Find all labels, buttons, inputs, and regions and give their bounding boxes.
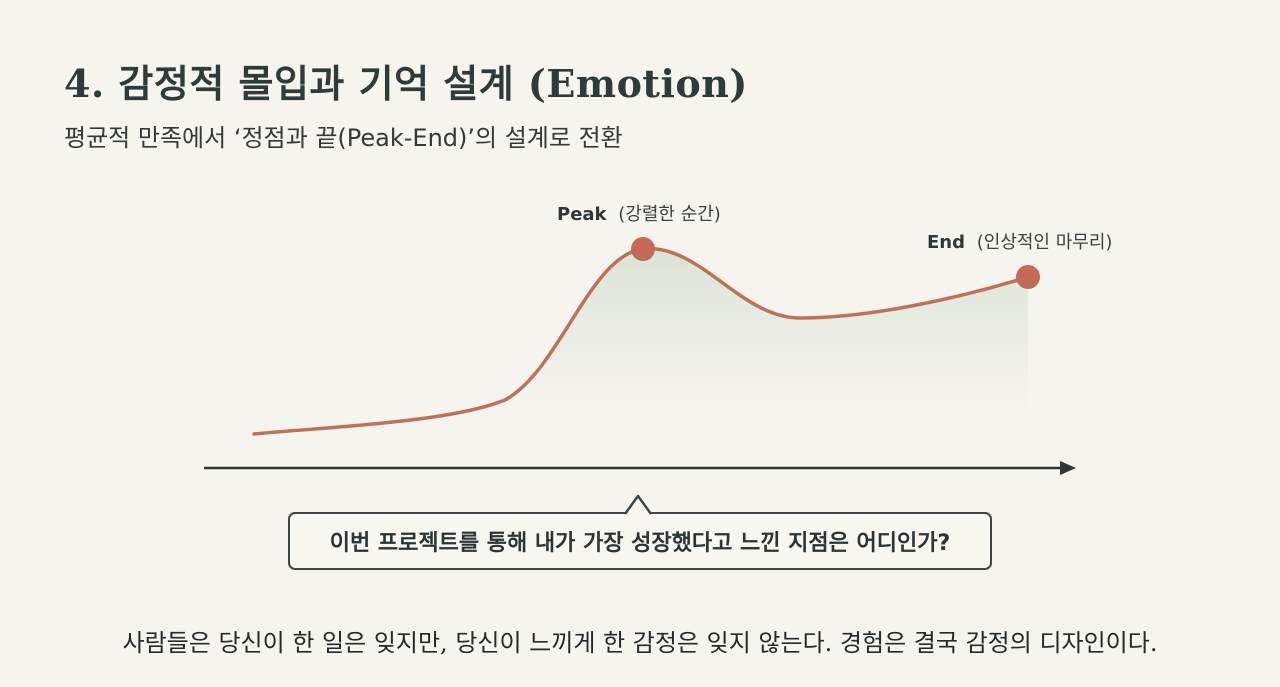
- slide-subtitle: 평균적 만족에서 ‘정점과 끝(Peak-End)’의 설계로 전환: [64, 124, 623, 152]
- end-label: End (인상적인 마무리): [927, 232, 1112, 253]
- reflection-question-box: 이번 프로젝트를 통해 내가 가장 성장했다고 느낀 지점은 어디인가?: [288, 512, 992, 570]
- reflection-question-text: 이번 프로젝트를 통해 내가 가장 성장했다고 느낀 지점은 어디인가?: [329, 531, 951, 556]
- peak-label: Peak (강렬한 순간): [557, 204, 721, 225]
- end-marker: [1016, 265, 1040, 289]
- callout-pointer: [624, 494, 652, 515]
- closing-quote: 사람들은 당신이 한 일은 잊지만, 당신이 느끼게 한 감정은 잊지 않는다.…: [122, 629, 1158, 657]
- peak-label-description: (강렬한 순간): [618, 204, 721, 225]
- peak-marker: [631, 237, 655, 261]
- peak-label-title: Peak: [557, 204, 608, 225]
- end-label-description: (인상적인 마무리): [977, 232, 1113, 253]
- end-label-title: End: [927, 232, 965, 253]
- time-axis-arrowhead: [1060, 461, 1076, 475]
- slide-title: 4. 감정적 몰입과 기억 설계 (Emotion): [64, 61, 748, 106]
- curve-area-fill: [254, 248, 1028, 440]
